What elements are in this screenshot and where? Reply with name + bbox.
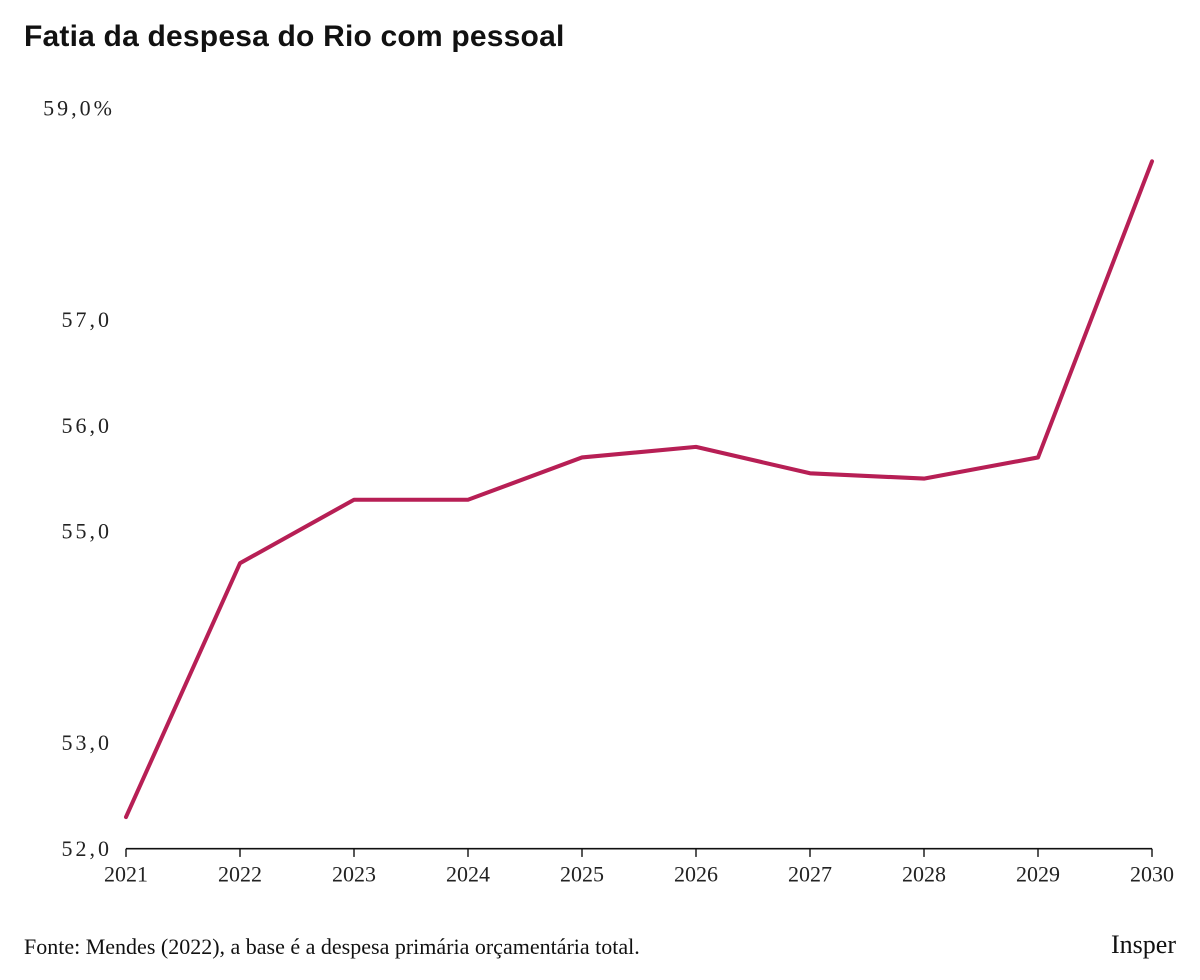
x-tick-label: 2029 [1016,861,1060,886]
x-tick-label: 2024 [446,861,490,886]
y-tick-label: 55,0 [62,518,112,543]
chart-plot-area: 52,0 53,0 55,0 56,0 57,0 59,0% 2021 2022 2023 202… [24,90,1176,900]
source-text: Fonte: Mendes (2022), a base é a despesa… [24,934,640,960]
y-tick-label: 53,0 [62,730,112,755]
x-tick-label: 2021 [104,861,148,886]
x-tick-label: 2027 [788,861,832,886]
chart-title: Fatia da despesa do Rio com pessoal [24,20,1176,54]
x-tick-label: 2030 [1130,861,1174,886]
chart-container: Fatia da despesa do Rio com pessoal 52,0… [0,0,1200,980]
y-tick-label: 57,0 [62,307,112,332]
y-tick-label: 59,0% [43,95,112,120]
chart-footer: Fonte: Mendes (2022), a base é a despesa… [24,900,1176,960]
y-tick-label: 56,0 [62,413,112,438]
x-tick-label: 2025 [560,861,604,886]
x-tick-label: 2022 [218,861,262,886]
x-tick-label: 2028 [902,861,946,886]
x-tick-label: 2026 [674,861,718,886]
series-line [126,161,1152,817]
x-tick-label: 2023 [332,861,376,886]
line-chart-svg: 52,0 53,0 55,0 56,0 57,0 59,0% 2021 2022 2023 202… [24,90,1176,900]
logo-text: Insper [1111,930,1176,960]
y-tick-label: 52,0 [62,836,112,861]
